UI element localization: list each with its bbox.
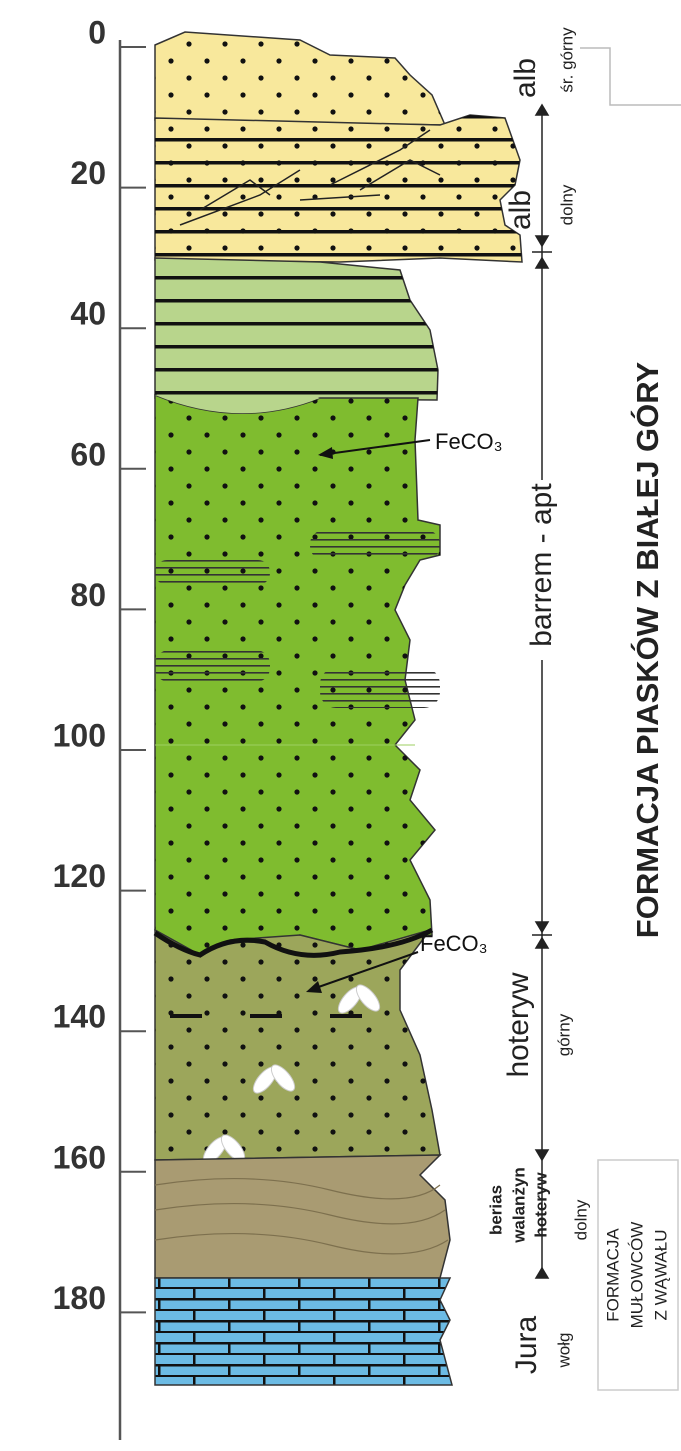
lens: [310, 530, 440, 560]
page: 0 20 40 60 80 100 120 140 160 180: [0, 0, 681, 1451]
layer-olive-dashes: [160, 960, 400, 1125]
depth-label: 100: [53, 717, 106, 753]
depth-label: 0: [88, 14, 106, 50]
depth-label: 60: [70, 436, 106, 472]
annotation: FeCO₃: [420, 931, 488, 956]
stage-label: walanżyn: [509, 1167, 528, 1244]
formation-label: MUŁOWCÓW: [627, 1222, 646, 1329]
formation-label: FORMACJA: [603, 1228, 622, 1322]
stage-note: dolny: [571, 1199, 590, 1240]
layer-blue: [155, 1278, 452, 1385]
stage-note: wołg: [554, 1333, 573, 1369]
layers: [155, 32, 522, 1385]
layer-alb-upper-dots: [155, 32, 445, 125]
formation-label: FORMACJA PIASKÓW Z BIAŁEJ GÓRY: [629, 361, 665, 938]
depth-label: 160: [53, 1139, 106, 1175]
stage-label: alb: [504, 190, 537, 230]
layer-alb-lower-dots: [155, 115, 522, 262]
lens: [320, 668, 440, 708]
stage-note: górny: [554, 1013, 573, 1056]
lens: [155, 650, 270, 682]
stage-note: dolny: [557, 184, 576, 225]
stage-label: barrem - apt: [525, 483, 558, 647]
stage-label: hoteryw: [531, 1172, 550, 1238]
stage-note: śr. górny: [557, 27, 576, 93]
depth-label: 120: [53, 858, 106, 894]
stage-label: Jura: [510, 1316, 543, 1375]
depth-label: 140: [53, 999, 106, 1035]
depth-label: 20: [70, 155, 106, 191]
depth-label: 80: [70, 577, 106, 613]
stage-label: alb: [509, 58, 542, 98]
stage-label: berias: [486, 1185, 505, 1235]
annotation: FeCO₃: [435, 429, 503, 454]
layer-light-green-stripes: [155, 258, 438, 400]
depth-label: 180: [53, 1280, 106, 1316]
depth-label: 40: [70, 296, 106, 332]
depth-ticks: 0 20 40 60 80 100 120 140 160 180: [53, 14, 146, 1315]
stratigraphic-column: 0 20 40 60 80 100 120 140 160 180: [0, 0, 681, 1446]
formation-label: Z WĄWAŁU: [651, 1230, 670, 1321]
lens: [155, 560, 270, 585]
stage-label: hoteryw: [502, 972, 535, 1077]
layer-brown: [155, 1155, 450, 1278]
